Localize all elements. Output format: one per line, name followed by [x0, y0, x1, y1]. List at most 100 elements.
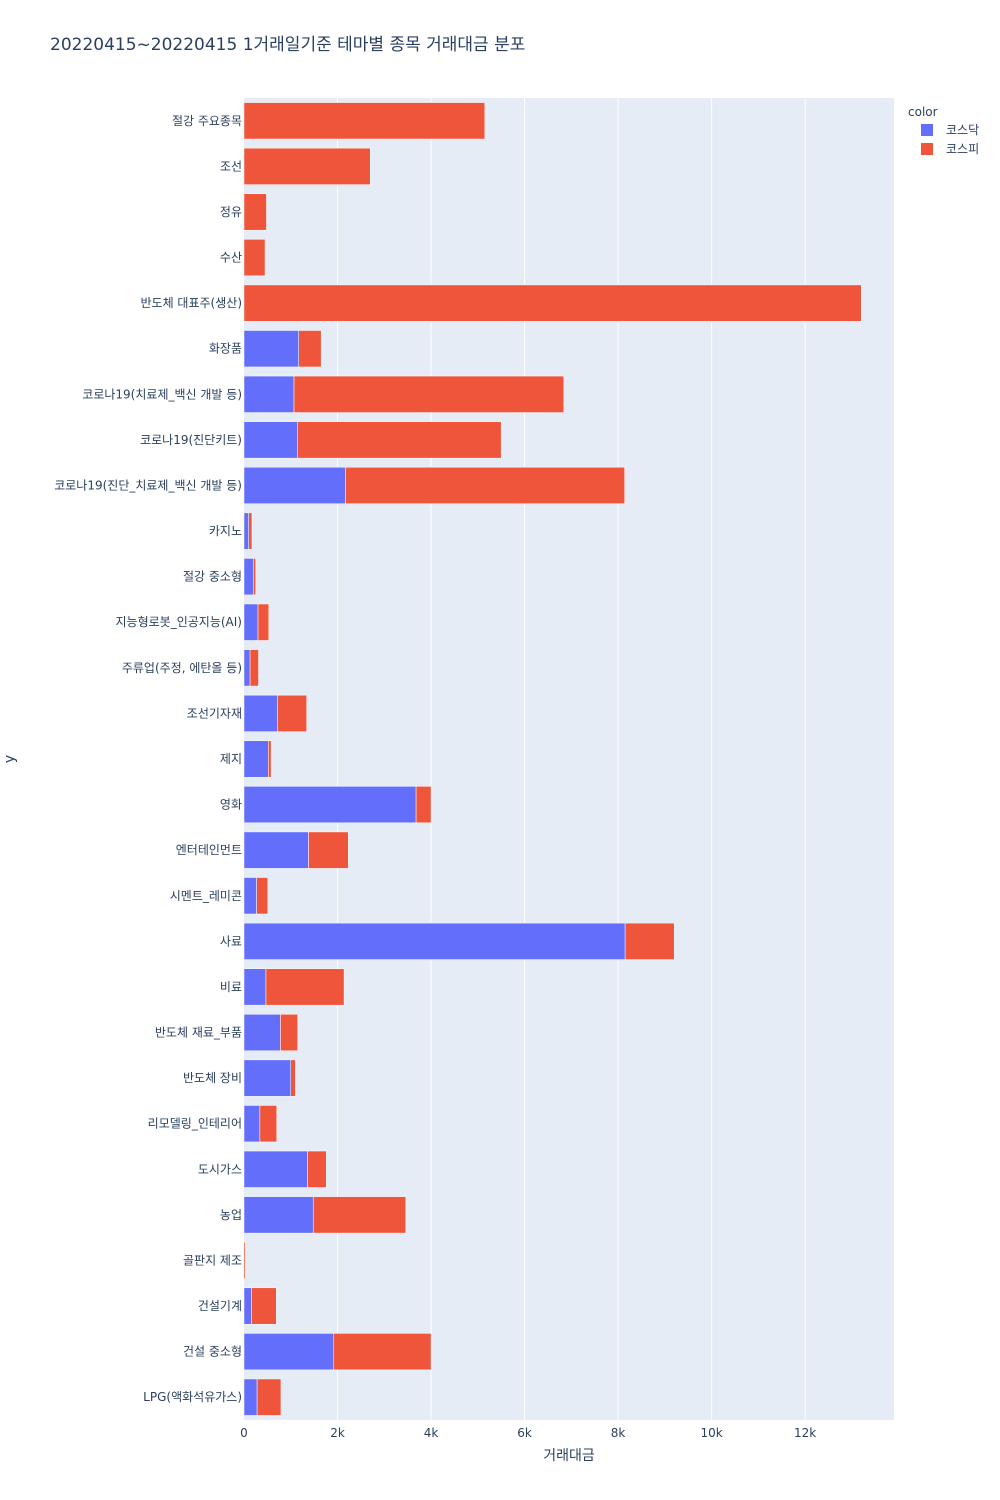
- bar-kospi: [256, 1378, 282, 1416]
- chart-title: 20220415~20220415 1거래일기준 테마별 종목 거래대금 분포: [50, 35, 525, 55]
- bar-kospi: [308, 831, 349, 869]
- bar-kospi: [243, 102, 486, 140]
- bar-kosdaq: [243, 968, 267, 1006]
- bar-kospi: [243, 1241, 246, 1279]
- bar-kospi: [307, 1150, 327, 1188]
- bar-kospi: [297, 421, 502, 459]
- y-tick-label: 조선기자재: [187, 706, 242, 720]
- bar-kosdaq: [243, 330, 299, 368]
- bar-kospi: [256, 877, 269, 915]
- bars: [243, 102, 862, 1416]
- legend-label: 코스닥: [946, 123, 979, 137]
- x-axis-title: 거래대금: [543, 1448, 595, 1464]
- bar-kospi: [248, 512, 253, 550]
- y-tick-label: 건설기계: [198, 1299, 242, 1313]
- bar-kosdaq: [243, 831, 309, 869]
- y-tick-label: 절강 주요종목: [172, 114, 242, 128]
- y-tick-label: 농업: [220, 1208, 242, 1222]
- y-tick-label: 조선: [220, 159, 242, 173]
- y-tick-label: 반도체 재료_부품: [155, 1026, 242, 1040]
- y-tick-label: 수산: [220, 251, 242, 265]
- bar-kospi: [243, 284, 862, 322]
- bar-kosdaq: [243, 1287, 252, 1325]
- bar-kospi: [243, 147, 371, 185]
- legend-label: 코스피: [946, 142, 979, 156]
- y-tick-label: 코로나19(치료제_백신 개발 등): [82, 387, 242, 401]
- y-tick-label: 화장품: [209, 342, 242, 356]
- bar-kospi: [333, 1333, 432, 1371]
- bar-kospi: [251, 1287, 277, 1325]
- y-tick-label: 사료: [220, 934, 242, 948]
- bar-kospi: [265, 968, 345, 1006]
- y-tick-label: 절강 중소형: [183, 570, 242, 584]
- y-axis-title: y: [2, 755, 18, 763]
- bar-kosdaq: [243, 1014, 281, 1052]
- bar-kosdaq: [243, 421, 298, 459]
- bar-kosdaq: [243, 466, 346, 504]
- y-tick-label: 지능형로봇_인공지능(AI): [116, 615, 242, 629]
- y-tick-label: 반도체 대표주(생산): [141, 296, 243, 310]
- y-tick-label: 시멘트_레미콘: [170, 889, 242, 903]
- y-tick-label: 주류업(주정, 에탄올 등): [122, 661, 242, 675]
- y-tick-label: 골판지 제조: [183, 1253, 242, 1267]
- bar-kospi: [249, 649, 259, 687]
- y-tick-label: 코로나19(진단키트): [140, 433, 242, 447]
- y-tick-label: 건설 중소형: [183, 1345, 242, 1359]
- legend-swatch: [921, 143, 933, 155]
- y-tick-label: 코로나19(진단_치료제_백신 개발 등): [54, 478, 242, 492]
- y-tick-label: 엔터테인먼트: [176, 843, 242, 857]
- bar-kospi: [277, 694, 307, 732]
- legend-swatch: [921, 124, 933, 136]
- bar-kosdaq: [243, 877, 257, 915]
- bar-kosdaq: [243, 1333, 335, 1371]
- bar-kosdaq: [243, 786, 417, 824]
- bar-kospi: [345, 466, 625, 504]
- bar-kospi: [280, 1014, 299, 1052]
- y-tick-label: 비료: [220, 980, 242, 994]
- x-tick-label: 8k: [611, 1426, 626, 1440]
- x-tick-label: 10k: [701, 1426, 723, 1440]
- bar-kosdaq: [243, 1059, 292, 1097]
- y-tick-label: 리모델링_인테리어: [148, 1117, 242, 1131]
- bar-kospi: [243, 239, 266, 277]
- bar-kospi: [257, 603, 270, 641]
- y-tick-label: 정유: [220, 205, 242, 219]
- y-tick-label: 영화: [220, 798, 242, 812]
- bar-kosdaq: [243, 512, 249, 550]
- bar-kosdaq: [243, 1105, 261, 1143]
- bar-kosdaq: [243, 922, 626, 960]
- bar-kosdaq: [243, 1150, 308, 1188]
- bar-kospi: [415, 786, 432, 824]
- bar-kospi: [298, 330, 322, 368]
- y-tick-label: 도시가스: [198, 1162, 242, 1176]
- y-tick-label: 카지노: [209, 524, 242, 538]
- x-tick-label: 2k: [330, 1426, 345, 1440]
- bar-kosdaq: [243, 558, 254, 596]
- bar-kospi: [243, 193, 267, 231]
- x-tick-label: 4k: [424, 1426, 439, 1440]
- bar-kospi: [312, 1196, 407, 1234]
- y-tick-label: LPG(액화석유가스): [143, 1390, 242, 1404]
- bar-kospi: [253, 558, 256, 596]
- bar-kospi: [268, 740, 272, 778]
- bar-kosdaq: [243, 1196, 314, 1234]
- legend-title: color: [908, 105, 938, 119]
- bar-kosdaq: [243, 740, 269, 778]
- x-tick-label: 0: [240, 1426, 248, 1440]
- x-tick-label: 6k: [517, 1426, 532, 1440]
- bar-kospi: [624, 922, 675, 960]
- y-tick-label: 제지: [220, 752, 242, 766]
- bar-kosdaq: [243, 694, 278, 732]
- bar-kosdaq: [243, 1378, 258, 1416]
- x-tick-label: 12k: [794, 1426, 816, 1440]
- x-tick-labels: 0 2k 4k 6k 8k 10k 12k: [240, 1426, 816, 1440]
- bar-kosdaq: [243, 603, 259, 641]
- bar-kospi: [259, 1105, 277, 1143]
- bar-kospi: [290, 1059, 296, 1097]
- bar-kosdaq: [243, 649, 251, 687]
- bar-kospi: [293, 375, 565, 413]
